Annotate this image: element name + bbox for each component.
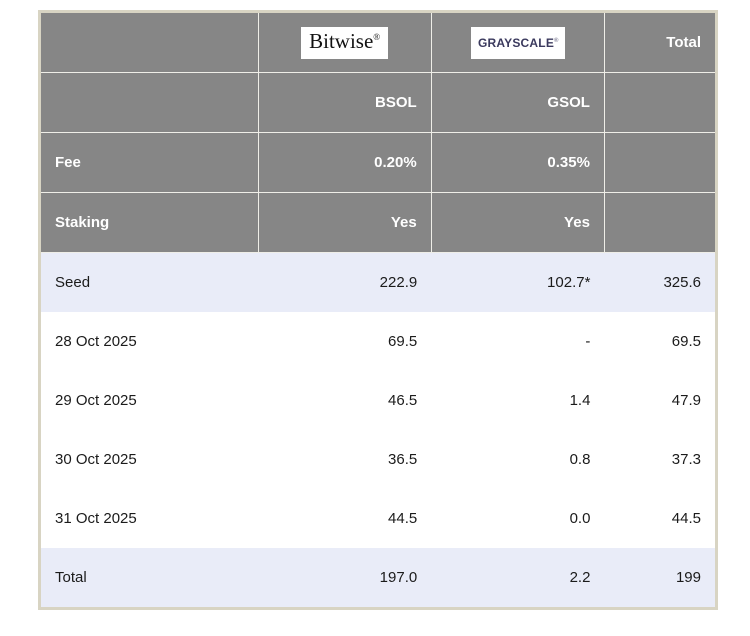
row-label: 31 Oct 2025 (41, 489, 259, 548)
data-row: 31 Oct 2025 44.5 0.0 44.5 (41, 489, 715, 548)
row-label: Seed (41, 252, 259, 312)
row-label: 28 Oct 2025 (41, 312, 259, 371)
cell-grayscale: 0.8 (431, 430, 605, 489)
bitwise-logo-text: Bitwise (309, 28, 374, 53)
row-label: Fee (41, 132, 259, 193)
cell-total: 325.6 (604, 252, 715, 312)
cell-bitwise: 222.9 (258, 252, 432, 312)
cell-grayscale: 102.7* (431, 252, 605, 312)
data-row: Seed 222.9 102.7* 325.6 (41, 252, 715, 312)
cell-total: 47.9 (604, 371, 715, 430)
attribute-row: BSOL GSOL (41, 72, 715, 133)
logo-header-row: Bitwise® GRAYSCALE® Total (41, 13, 715, 73)
row-label: Staking (41, 192, 259, 253)
cell-total: 69.5 (604, 312, 715, 371)
cell-bitwise: Yes (258, 192, 432, 253)
data-row: 30 Oct 2025 36.5 0.8 37.3 (41, 430, 715, 489)
bitwise-logo: Bitwise® (301, 26, 389, 59)
data-row: 28 Oct 2025 69.5-69.5 (41, 312, 715, 371)
registered-mark-icon: ® (554, 37, 559, 44)
cell-grayscale: 0.0 (431, 489, 605, 548)
cell-total: 44.5 (604, 489, 715, 548)
cell-grayscale: 0.35% (431, 132, 605, 193)
cell-bitwise: BSOL (258, 72, 432, 133)
cell-total (604, 132, 715, 193)
registered-mark-icon: ® (373, 31, 381, 42)
cell-grayscale: - (431, 312, 605, 371)
cell-grayscale: Yes (431, 192, 605, 253)
cell-bitwise: 46.5 (258, 371, 432, 430)
fund-flows-table: Bitwise® GRAYSCALE® Total BSOL GSOL Fee 0.2… (41, 13, 715, 607)
grayscale-logo-text: GRAYSCALE (477, 35, 555, 50)
cell-bitwise: 36.5 (258, 430, 432, 489)
data-row: Total 197.0 2.2 199 (41, 548, 715, 607)
fund-flows-table-container: Bitwise® GRAYSCALE® Total BSOL GSOL Fee 0.2… (38, 10, 718, 610)
cell-bitwise: 197.0 (258, 548, 432, 607)
row-label (41, 72, 259, 133)
flows-table-body: Bitwise® GRAYSCALE® Total BSOL GSOL Fee 0.2… (41, 13, 715, 607)
cell-bitwise: 69.5 (258, 312, 432, 371)
bitwise-header-cell: Bitwise® (258, 13, 432, 73)
grayscale-header-cell: GRAYSCALE® (431, 13, 605, 73)
cell-grayscale: 1.4 (431, 371, 605, 430)
attribute-row: Staking Yes Yes (41, 192, 715, 253)
cell-bitwise: 0.20% (258, 132, 432, 193)
attribute-row: Fee 0.20% 0.35% (41, 132, 715, 193)
grayscale-logo: GRAYSCALE® (470, 26, 565, 59)
cell-total: 199 (604, 548, 715, 607)
row-label: Total (41, 548, 259, 607)
total-column-header: Total (604, 13, 715, 73)
row-label: 30 Oct 2025 (41, 430, 259, 489)
cell-total (604, 72, 715, 133)
cell-grayscale: 2.2 (431, 548, 605, 607)
cell-bitwise: 44.5 (258, 489, 432, 548)
cell-total: 37.3 (604, 430, 715, 489)
cell-grayscale: GSOL (431, 72, 605, 133)
cell-total (604, 192, 715, 253)
data-row: 29 Oct 2025 46.5 1.4 47.9 (41, 371, 715, 430)
corner-cell (41, 13, 259, 73)
row-label: 29 Oct 2025 (41, 371, 259, 430)
